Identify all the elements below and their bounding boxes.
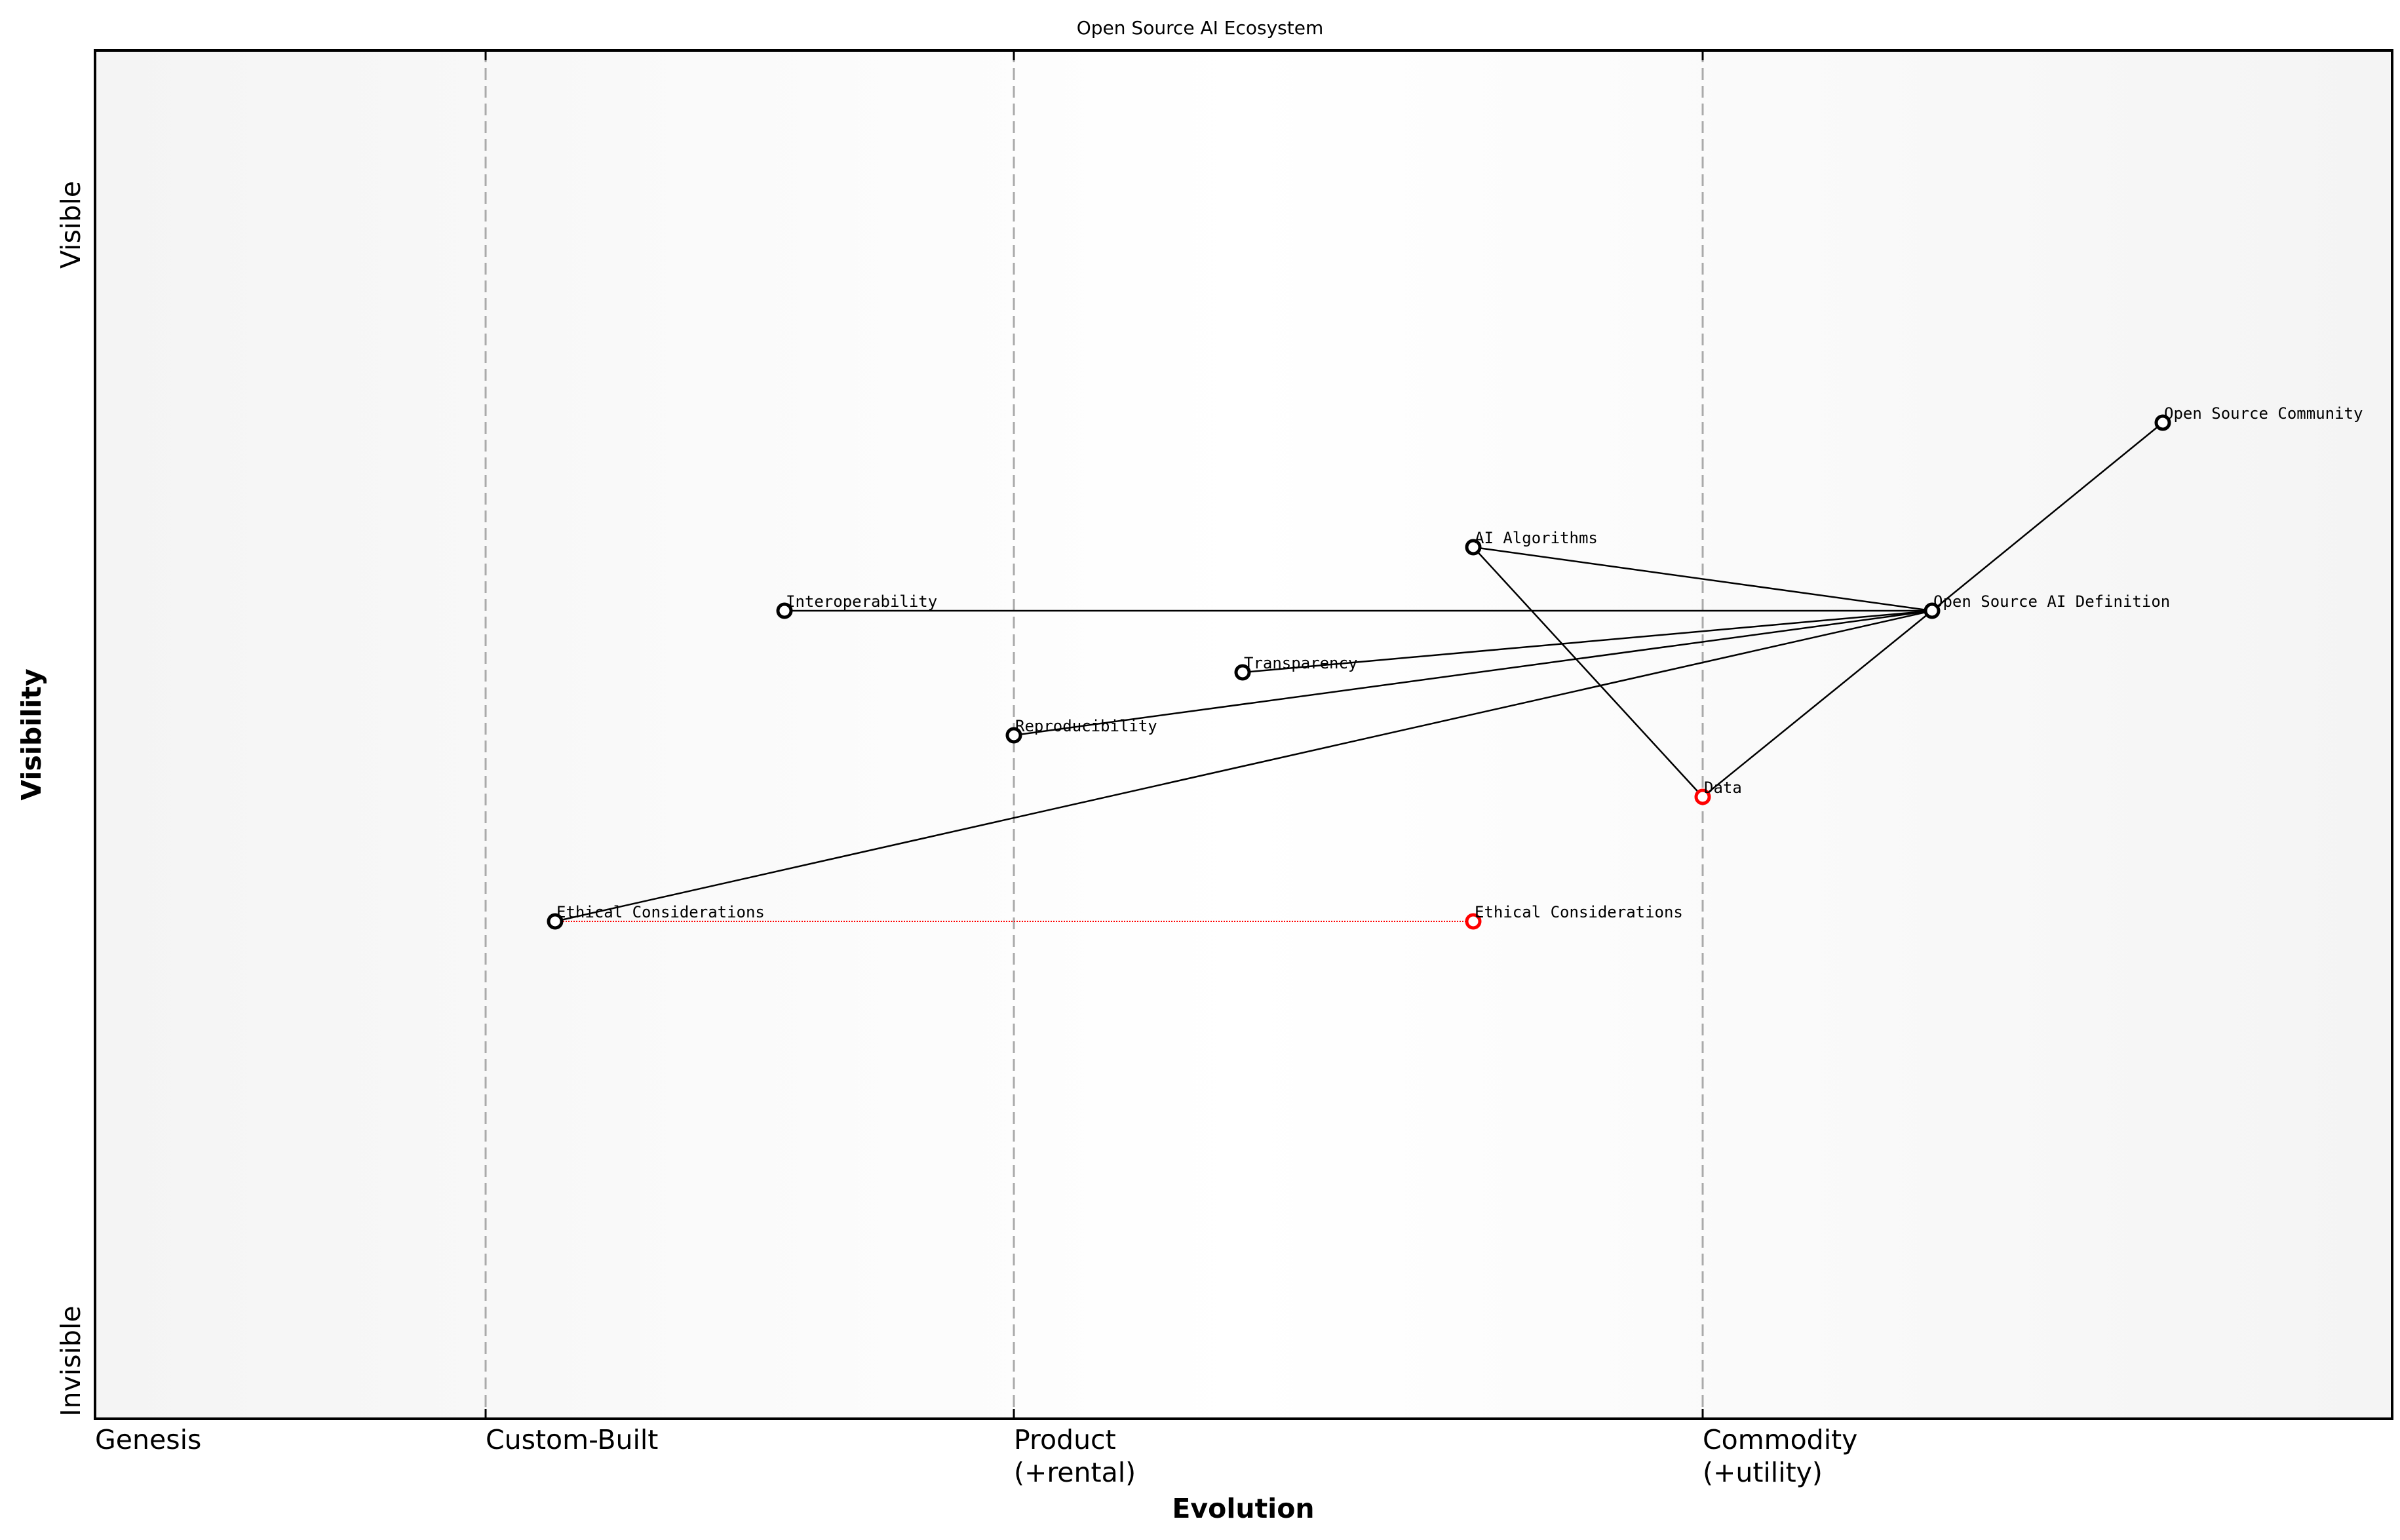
y-tick-visible: Visible: [55, 181, 87, 269]
plot-background: [95, 50, 2392, 1419]
svg-text:Reproducibility: Reproducibility: [1015, 717, 1157, 735]
y-axis-label: Visibility: [16, 668, 47, 801]
point-osai-definition: [1924, 602, 1941, 619]
chart-title: Open Source AI Ecosystem: [1076, 17, 1324, 39]
svg-text:Open Source Community: Open Source Community: [2164, 404, 2363, 423]
svg-text:Ethical Considerations: Ethical Considerations: [556, 903, 765, 921]
component-labels: Open Source Community AI Algorithms Open…: [556, 404, 2363, 921]
x-tick-genesis: Genesis: [95, 1424, 202, 1455]
point-transparency: [1234, 664, 1251, 681]
point-interoperability: [776, 602, 793, 619]
components: [547, 414, 2171, 930]
point-ethical-considerations-evolved: [1465, 913, 1482, 930]
point-reproducibility: [1005, 727, 1022, 744]
svg-text:AI Algorithms: AI Algorithms: [1475, 529, 1598, 547]
x-tick-custom-built: Custom-Built: [486, 1424, 659, 1455]
svg-text:Interoperability: Interoperability: [786, 592, 937, 611]
svg-text:Open Source AI Definition: Open Source AI Definition: [1933, 592, 2170, 611]
x-axis-label: Evolution: [1172, 1493, 1315, 1524]
svg-text:Data: Data: [1704, 779, 1742, 797]
point-data: [1694, 788, 1711, 805]
point-ethical-considerations: [547, 913, 564, 930]
plot-frame: [94, 49, 2393, 1420]
x-tick-product: Product (+rental): [1014, 1424, 1136, 1488]
point-open-source-community: [2154, 414, 2171, 431]
x-tick-commodity: Commodity (+utility): [1703, 1424, 1858, 1488]
svg-text:Ethical Considerations: Ethical Considerations: [1475, 903, 1683, 921]
point-ai-algorithms: [1465, 539, 1482, 556]
y-tick-invisible: Invisible: [55, 1305, 87, 1417]
svg-text:Transparency: Transparency: [1244, 654, 1357, 672]
dependency-links: [554, 422, 2163, 923]
